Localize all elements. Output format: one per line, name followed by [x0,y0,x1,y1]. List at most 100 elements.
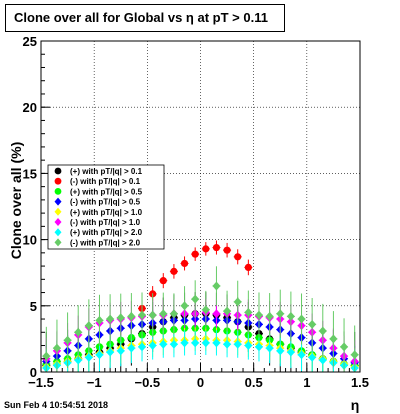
data-point [233,339,242,349]
legend-entry: (-) with pT/|q| > 2.0 [70,238,141,247]
data-point [223,246,231,254]
y-tick-label: 20 [23,100,37,115]
legend-entry: (+) with pT/|q| > 2.0 [70,228,143,237]
data-point [223,306,232,316]
data-point [84,352,93,362]
legend-marker [54,197,62,206]
data-point [74,355,83,365]
x-tick-label: 1 [303,375,310,390]
data-point [265,343,274,353]
data-point [148,310,157,320]
data-point [202,245,210,253]
data-point [318,326,327,336]
x-tick-label: −1.5 [28,375,54,390]
y-axis-label: Clone over all (%) [8,142,24,259]
data-point [286,311,295,321]
data-point [63,335,72,345]
data-point [95,315,104,325]
data-point [297,314,306,324]
x-tick-label: 1.5 [351,375,369,390]
data-point [148,341,157,351]
legend: (+) with pT/|q| > 0.1(-) with pT/|q| > 0… [47,164,165,250]
x-axis-label: η [351,397,360,413]
legend-box [47,164,165,250]
timestamp: Sun Feb 4 10:54:51 2018 [4,400,109,410]
data-marks [42,240,359,373]
data-point [350,350,359,360]
data-point [223,339,232,349]
data-point [138,342,147,352]
data-point [191,250,199,258]
data-point [244,307,253,317]
data-point [116,313,125,323]
data-point [308,352,317,362]
data-point [297,350,306,360]
data-point [318,355,327,365]
data-point [201,305,210,315]
data-point [212,243,221,252]
data-point [106,314,115,324]
y-tick-label: 25 [23,34,37,49]
legend-marker [54,207,62,216]
legend-entry: (-) with pT/|q| > 0.1 [70,177,141,186]
data-point [180,259,189,268]
y-tick-label: 15 [23,166,37,181]
chart-title: Clone over all for Global vs η at pT > 0… [14,10,268,25]
x-tick-label: −1 [87,375,102,390]
data-point [244,341,253,351]
x-tick-label: −0.5 [134,375,160,390]
data-point [212,338,221,348]
legend-marker [54,218,62,226]
data-point [308,319,317,329]
legend-entry: (+) with pT/|q| > 0.5 [70,187,143,196]
data-point [84,321,93,331]
y-tick-label: 0 [30,365,37,380]
legend-entry: (+) with pT/|q| > 1.0 [70,208,143,217]
legend-entry: (-) with pT/|q| > 0.5 [70,198,141,207]
data-point [276,346,285,356]
data-point [340,342,349,352]
data-point [180,301,189,311]
data-point [159,339,168,349]
data-point [191,294,200,304]
y-tick-label: 10 [23,233,37,248]
data-point [254,342,263,352]
data-point [116,346,125,356]
data-point [180,338,189,348]
data-point [159,277,167,285]
data-point [201,338,210,348]
series-7 [42,330,359,373]
data-point [244,263,252,272]
data-point [138,310,147,320]
legend-marker [54,177,62,185]
data-point [276,309,285,319]
x-tick-label: 0 [197,375,204,390]
data-point [74,327,83,337]
data-point [169,339,178,349]
legend-entry: (-) with pT/|q| > 1.0 [70,218,141,227]
data-point [127,311,136,321]
data-point [191,338,200,348]
data-point [95,350,104,360]
legend-marker [54,238,62,247]
data-point [212,309,221,319]
axes: −1.5 −1 −0.5 0 0.5 1 1.5 0 5 10 15 20 25 [23,34,370,390]
data-point [286,347,295,357]
chart-title-box: Clone over all for Global vs η at pT > 0… [5,4,285,32]
legend-marker [54,188,62,195]
data-point [159,309,168,319]
data-point [106,347,115,357]
legend-marker [54,167,62,175]
series-8 [42,266,359,372]
legend-entry: (+) with pT/|q| > 0.1 [70,167,143,176]
data-point [169,309,178,319]
data-point [52,343,61,353]
y-tick-label: 5 [30,299,37,314]
data-point [234,253,242,261]
data-point [212,281,221,291]
data-point [170,267,178,275]
data-point [127,343,136,353]
data-point [265,311,274,321]
data-point [329,334,338,344]
